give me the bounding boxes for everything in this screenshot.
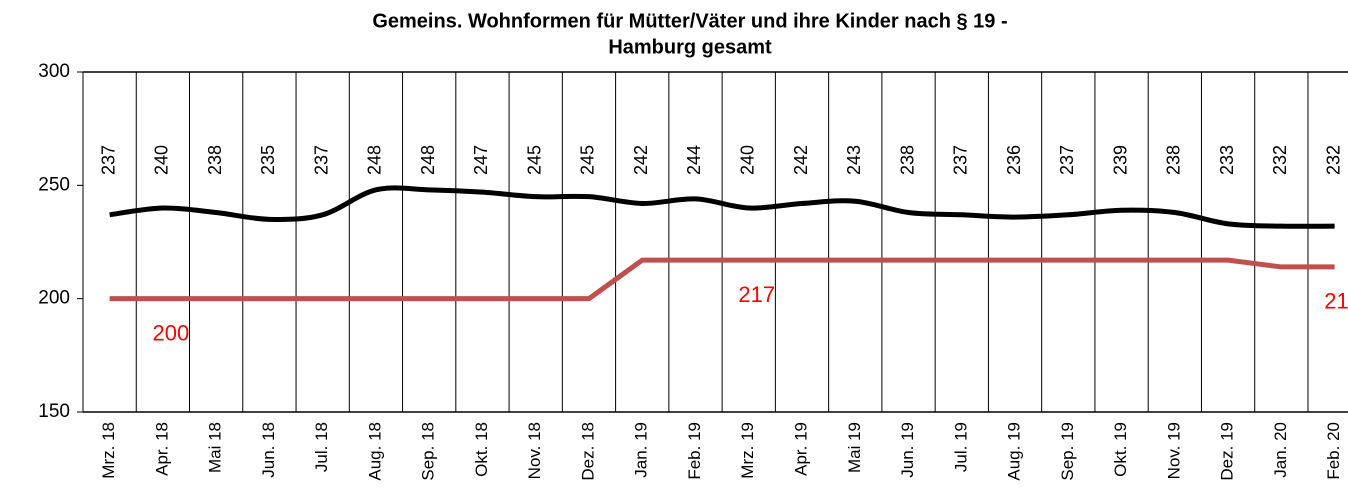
x-tick-label: Jan. 20: [1271, 422, 1290, 478]
x-tick-label: Okt. 18: [472, 422, 491, 477]
x-tick-label: Jun. 19: [898, 422, 917, 478]
data-label: 247: [471, 145, 491, 175]
data-label: 242: [791, 145, 811, 175]
data-label: 245: [524, 145, 544, 175]
data-label: 214: [1324, 289, 1348, 314]
data-label: 237: [951, 145, 971, 175]
x-tick-label: Aug. 19: [1005, 422, 1024, 481]
x-tick-label: Jan. 19: [632, 422, 651, 478]
x-tick-label: Jul. 18: [312, 422, 331, 472]
data-label: 248: [365, 145, 385, 175]
data-label: 232: [1270, 145, 1290, 175]
x-tick-label: Nov. 18: [525, 422, 544, 479]
x-tick-label: Sep. 19: [1058, 422, 1077, 481]
x-tick-label: Mai 19: [845, 422, 864, 473]
x-tick-label: Mrz. 19: [738, 422, 757, 479]
data-label: 217: [738, 282, 775, 307]
x-tick-label: Mai 18: [206, 422, 225, 473]
data-label: 232: [1323, 145, 1343, 175]
data-label: 240: [152, 145, 172, 175]
data-label: 244: [684, 145, 704, 175]
x-tick-label: Mrz. 18: [99, 422, 118, 479]
data-label: 233: [1217, 145, 1237, 175]
y-tick-label: 150: [38, 401, 70, 422]
series-line: [109, 185, 1335, 229]
chart-title: Hamburg gesamt: [608, 36, 772, 58]
x-tick-label: Dez. 19: [1218, 422, 1237, 481]
y-tick-label: 300: [38, 61, 70, 82]
data-label: 248: [418, 145, 438, 175]
x-tick-label: Okt. 19: [1111, 422, 1130, 477]
data-label: 235: [258, 145, 278, 175]
x-tick-label: Jun. 18: [259, 422, 278, 478]
x-tick-label: Jul. 19: [951, 422, 970, 472]
x-tick-label: Feb. 20: [1324, 422, 1343, 480]
data-label: 240: [738, 145, 758, 175]
y-tick-label: 250: [38, 174, 70, 195]
data-label: 239: [1110, 145, 1130, 175]
x-tick-label: Dez. 18: [578, 422, 597, 481]
y-tick-label: 200: [38, 288, 70, 309]
data-label: 238: [1164, 145, 1184, 175]
data-label: 237: [311, 145, 331, 175]
data-label: 245: [578, 145, 598, 175]
x-tick-label: Nov. 19: [1164, 422, 1183, 479]
data-label: 242: [631, 145, 651, 175]
data-label: 200: [153, 320, 190, 345]
x-tick-label: Apr. 18: [152, 422, 171, 476]
chart-title: Gemeins. Wohnformen für Mütter/Väter und…: [372, 10, 1007, 32]
x-tick-label: Feb. 19: [685, 422, 704, 480]
data-label: 237: [1057, 145, 1077, 175]
x-tick-label: Sep. 18: [419, 422, 438, 481]
data-label: 243: [844, 145, 864, 175]
data-label: 236: [1004, 145, 1024, 175]
data-label: 237: [98, 145, 118, 175]
data-label: 238: [205, 145, 225, 175]
x-tick-label: Apr. 19: [791, 422, 810, 476]
data-label: 238: [897, 145, 917, 175]
x-tick-label: Aug. 18: [365, 422, 384, 481]
series-line: [109, 257, 1335, 302]
